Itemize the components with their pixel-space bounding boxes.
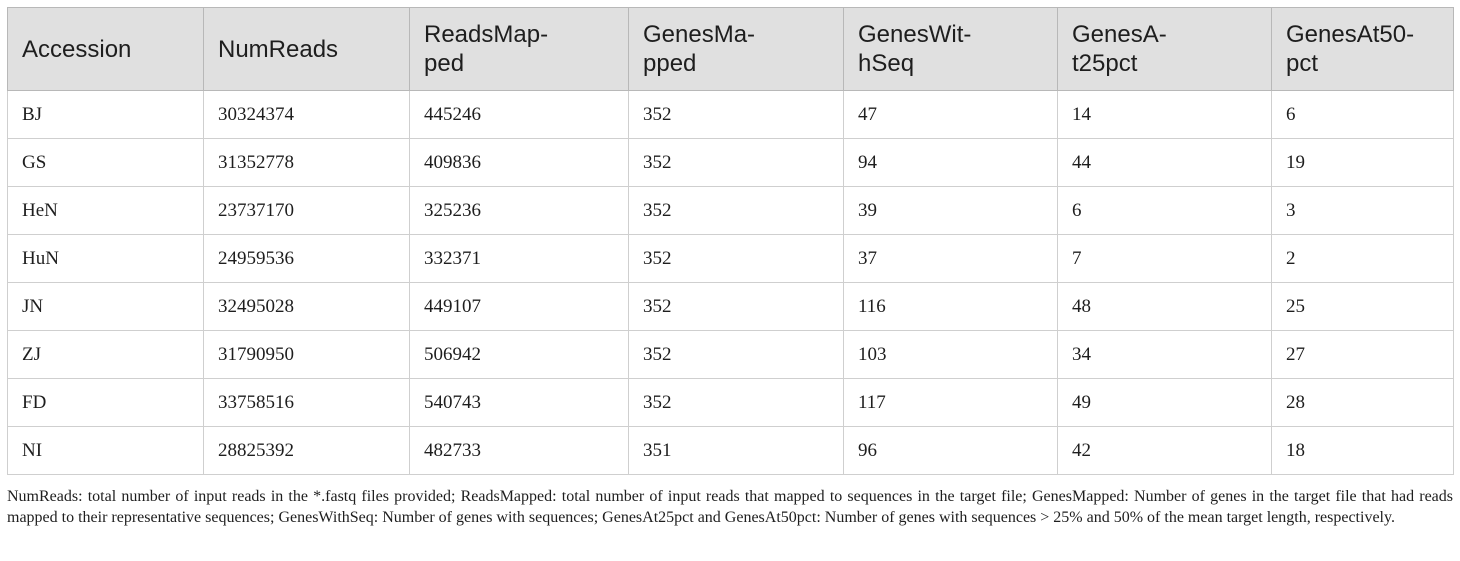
table-cell: 30324374 xyxy=(203,90,410,139)
data-table: Accession NumReads ReadsMap-ped GenesMa-… xyxy=(7,7,1454,475)
table-cell: 94 xyxy=(843,138,1058,187)
header-row: Accession NumReads ReadsMap-ped GenesMa-… xyxy=(7,7,1454,91)
table-cell: 96 xyxy=(843,426,1058,475)
table-row: JN 32495028 449107 352 116 48 25 xyxy=(7,282,1454,331)
table-row: HuN 24959536 332371 352 37 7 2 xyxy=(7,234,1454,283)
column-header-genesmapped: GenesMa-pped xyxy=(628,7,844,91)
table-cell: 332371 xyxy=(409,234,629,283)
table-cell: BJ xyxy=(7,90,204,139)
table-cell: 352 xyxy=(628,186,844,235)
table-cell: 409836 xyxy=(409,138,629,187)
table-cell: 103 xyxy=(843,330,1058,379)
table-cell: 540743 xyxy=(409,378,629,427)
table-cell: JN xyxy=(7,282,204,331)
table-row: FD 33758516 540743 352 117 49 28 xyxy=(7,378,1454,427)
table-cell: 352 xyxy=(628,282,844,331)
table-cell: 27 xyxy=(1271,330,1454,379)
table-cell: 6 xyxy=(1271,90,1454,139)
table-cell: HeN xyxy=(7,186,204,235)
table-cell: 31352778 xyxy=(203,138,410,187)
table-cell: 506942 xyxy=(409,330,629,379)
table-row: BJ 30324374 445246 352 47 14 6 xyxy=(7,90,1454,139)
table-cell: 3 xyxy=(1271,186,1454,235)
table-row: HeN 23737170 325236 352 39 6 3 xyxy=(7,186,1454,235)
table-cell: 445246 xyxy=(409,90,629,139)
table-cell: 48 xyxy=(1057,282,1272,331)
table-cell: 28 xyxy=(1271,378,1454,427)
table-cell: 117 xyxy=(843,378,1058,427)
table-cell: 351 xyxy=(628,426,844,475)
table-cell: 33758516 xyxy=(203,378,410,427)
table-cell: ZJ xyxy=(7,330,204,379)
table-cell: HuN xyxy=(7,234,204,283)
table-cell: 19 xyxy=(1271,138,1454,187)
table-cell: 32495028 xyxy=(203,282,410,331)
table-cell: 49 xyxy=(1057,378,1272,427)
table-cell: 2 xyxy=(1271,234,1454,283)
table-cell: FD xyxy=(7,378,204,427)
table-cell: 325236 xyxy=(409,186,629,235)
table-row: GS 31352778 409836 352 94 44 19 xyxy=(7,138,1454,187)
table-cell: 28825392 xyxy=(203,426,410,475)
table-cell: 352 xyxy=(628,90,844,139)
column-header-readsmapped: ReadsMap-ped xyxy=(409,7,629,91)
table-cell: 482733 xyxy=(409,426,629,475)
table-cell: 352 xyxy=(628,234,844,283)
column-header-accession: Accession xyxy=(7,7,204,91)
table-cell: 39 xyxy=(843,186,1058,235)
table-cell: 352 xyxy=(628,378,844,427)
column-header-geneswithseq: GenesWit-hSeq xyxy=(843,7,1058,91)
table-cell: 47 xyxy=(843,90,1058,139)
table-cell: 23737170 xyxy=(203,186,410,235)
column-header-genesat50pct: GenesAt50- pct xyxy=(1271,7,1454,91)
table-footnote: NumReads: total number of input reads in… xyxy=(7,488,1453,526)
table-cell: GS xyxy=(7,138,204,187)
table-cell: NI xyxy=(7,426,204,475)
table-cell: 116 xyxy=(843,282,1058,331)
table-cell: 37 xyxy=(843,234,1058,283)
column-header-genesat25pct: GenesA-t25pct xyxy=(1057,7,1272,91)
table-cell: 352 xyxy=(628,138,844,187)
table-cell: 6 xyxy=(1057,186,1272,235)
table-cell: 31790950 xyxy=(203,330,410,379)
table-row: NI 28825392 482733 351 96 42 18 xyxy=(7,426,1454,475)
table-cell: 42 xyxy=(1057,426,1272,475)
table-cell: 449107 xyxy=(409,282,629,331)
table-cell: 44 xyxy=(1057,138,1272,187)
table-cell: 18 xyxy=(1271,426,1454,475)
table-cell: 352 xyxy=(628,330,844,379)
column-header-numreads: NumReads xyxy=(203,7,410,91)
table-cell: 25 xyxy=(1271,282,1454,331)
table-cell: 24959536 xyxy=(203,234,410,283)
table-row: ZJ 31790950 506942 352 103 34 27 xyxy=(7,330,1454,379)
table-container: Accession NumReads ReadsMap-ped GenesMa-… xyxy=(7,7,1454,475)
table-cell: 7 xyxy=(1057,234,1272,283)
table-cell: 14 xyxy=(1057,90,1272,139)
table-cell: 34 xyxy=(1057,330,1272,379)
